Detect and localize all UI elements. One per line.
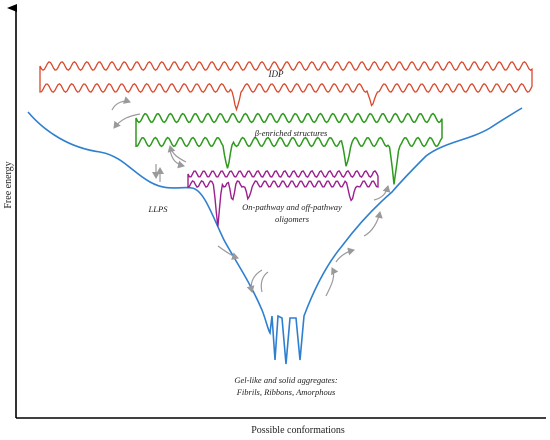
transition-arrow xyxy=(325,267,339,297)
transition-arrow xyxy=(363,211,383,237)
transition-arrow xyxy=(167,145,187,163)
oligomers-label-line2: oligomers xyxy=(275,214,310,224)
transition-arrow xyxy=(111,96,131,111)
aggregates-label-line1: Gel-like and solid aggregates: xyxy=(234,375,337,385)
transition-arrow xyxy=(260,271,269,293)
oligomers-energy-band xyxy=(187,169,379,227)
transition-arrow xyxy=(169,149,185,169)
idp-energy-band xyxy=(39,60,533,112)
beta-structures-energy-band xyxy=(135,112,443,185)
oligomers-label-line1: On-pathway and off-pathway xyxy=(242,202,342,212)
y-axis-label: Free energy xyxy=(3,161,14,208)
transition-arrow xyxy=(217,245,239,260)
aggregates-label-line2: Fibrils, Ribbons, Amorphous xyxy=(236,387,336,397)
transition-arrow xyxy=(246,269,263,293)
x-axis-label: Possible conformations xyxy=(251,425,345,436)
landscape-funnel-curve xyxy=(27,107,523,365)
transition-arrow xyxy=(335,247,355,263)
transition-arrow xyxy=(373,185,391,201)
idp-label: IDP xyxy=(268,69,284,79)
transition-arrow xyxy=(113,113,141,129)
llps-label: LLPS xyxy=(148,204,169,214)
beta-structures-label: β-enriched structures xyxy=(254,128,328,138)
